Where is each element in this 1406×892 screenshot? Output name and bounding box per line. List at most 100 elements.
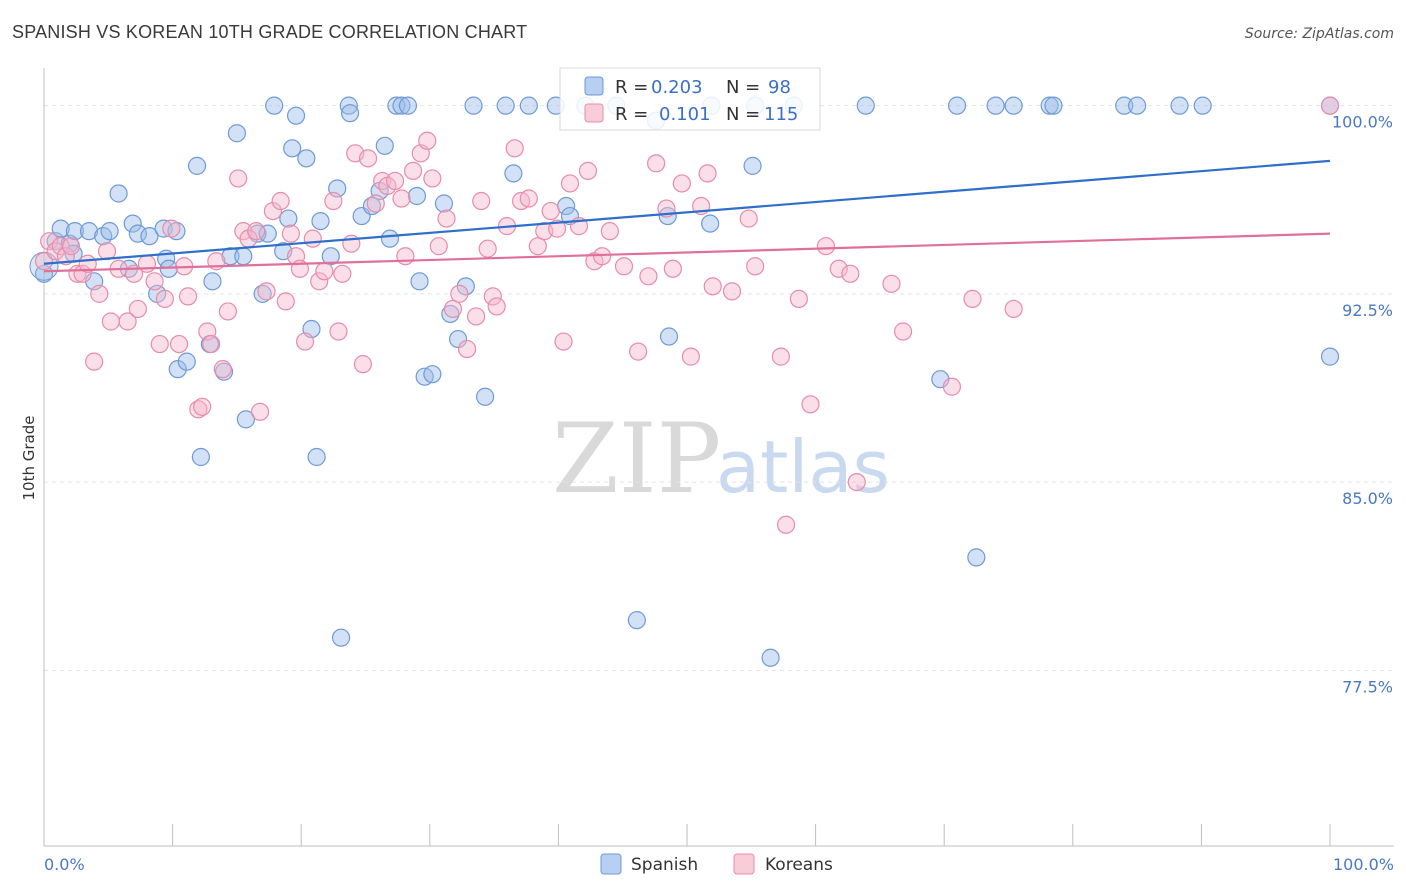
y-tick-label-0: 100.0% [1332, 113, 1393, 132]
point-koreans-107 [801, 395, 820, 414]
point-spanish-94 [1170, 96, 1189, 115]
point-spanish-28 [227, 124, 246, 143]
point-koreans-96 [672, 174, 691, 193]
point-spanish-39 [297, 149, 316, 168]
point-koreans-104 [771, 347, 790, 366]
point-koreans-72 [478, 239, 497, 258]
point-koreans-109 [829, 259, 848, 278]
point-koreans-47 [315, 262, 334, 281]
point-spanish-38 [286, 106, 306, 125]
point-spanish-87 [967, 548, 986, 567]
y-tick-label-1: 92.5% [1342, 301, 1393, 320]
stats-r-label-spanish: R = [615, 77, 648, 98]
point-koreans-63 [418, 131, 437, 150]
point-koreans-82 [548, 219, 567, 238]
point-koreans-18 [145, 272, 164, 291]
point-koreans-115 [963, 289, 982, 308]
point-koreans-86 [578, 161, 598, 180]
point-koreans-97 [681, 347, 700, 366]
point-spanish-21 [177, 352, 196, 371]
point-koreans-10 [90, 284, 109, 303]
point-spanish-93 [1127, 96, 1147, 115]
y-tick-label-2: 85.0% [1342, 489, 1393, 508]
point-koreans-36 [250, 402, 270, 421]
legend-swatch-spanish [600, 853, 622, 875]
point-koreans-20 [155, 289, 174, 308]
point-koreans-81 [541, 201, 560, 221]
point-koreans-67 [443, 299, 463, 319]
point-koreans-59 [392, 189, 411, 208]
point-koreans-22 [169, 334, 189, 354]
point-spanish-89 [1004, 96, 1023, 115]
point-koreans-101 [722, 282, 742, 301]
point-koreans-39 [271, 191, 290, 211]
point-spanish-46 [339, 96, 358, 115]
point-spanish-47 [340, 104, 360, 123]
point-spanish-54 [392, 96, 411, 115]
point-koreans-90 [614, 257, 634, 276]
stats-n-label-spanish: N = [726, 77, 760, 98]
point-spanish-96 [1320, 347, 1340, 366]
stats-n-value-spanish: 98 [768, 77, 791, 98]
point-spanish-63 [456, 277, 475, 296]
x-tick-label-min: 0.0% [44, 855, 85, 874]
point-koreans-116 [1004, 299, 1023, 319]
point-koreans-21 [162, 219, 181, 238]
point-koreans-38 [263, 201, 283, 221]
point-koreans-110 [841, 264, 860, 283]
watermark-zip: ZIP [552, 403, 721, 515]
point-spanish-45 [331, 628, 351, 647]
point-spanish-0 [34, 264, 54, 283]
point-koreans-48 [324, 191, 343, 211]
point-koreans-54 [358, 149, 378, 168]
point-koreans-105 [776, 515, 796, 534]
point-koreans-46 [310, 272, 329, 291]
point-spanish-41 [307, 447, 326, 467]
point-spanish-90 [1040, 96, 1059, 115]
gridlines [44, 105, 1394, 671]
point-spanish-60 [434, 194, 454, 213]
point-koreans-108 [816, 237, 835, 256]
point-koreans-61 [403, 161, 423, 180]
point-spanish-65 [475, 387, 495, 406]
stats-r-label-koreans: R = [615, 104, 648, 125]
point-koreans-71 [472, 191, 491, 211]
y-tick-labels: 100.0% 92.5% 85.0% 77.5% [1332, 113, 1393, 697]
point-koreans-78 [519, 189, 538, 208]
watermark-atlas: atlas [716, 425, 890, 509]
point-spanish-36 [279, 209, 298, 228]
point-spanish-5 [65, 222, 84, 241]
point-spanish-64 [464, 96, 483, 115]
point-koreans-58 [385, 171, 405, 191]
stats-n-label-koreans: N = [726, 104, 760, 125]
point-spanish-61 [441, 304, 460, 324]
point-koreans-0 [34, 252, 54, 271]
point-spanish-19 [167, 222, 186, 241]
point-spanish-80 [743, 156, 762, 175]
point-spanish-29 [234, 247, 253, 266]
chart-source: Source: ZipAtlas.com [1245, 26, 1394, 42]
legend-label-spanish: Spanish [631, 855, 698, 875]
stats-swatch-koreans [584, 103, 604, 123]
point-spanish-84 [856, 96, 875, 115]
point-koreans-70 [466, 307, 486, 326]
point-koreans-88 [593, 247, 612, 266]
point-spanish-55 [398, 96, 418, 115]
point-koreans-60 [396, 247, 415, 266]
point-koreans-35 [247, 222, 266, 241]
point-koreans-69 [457, 339, 477, 359]
point-spanish-6 [79, 222, 99, 241]
chart-title: SPANISH VS KOREAN 10TH GRADE CORRELATION… [12, 22, 527, 42]
point-koreans-93 [647, 154, 666, 173]
point-spanish-9 [100, 222, 119, 241]
point-spanish-68 [519, 96, 538, 115]
point-spanish-22 [187, 156, 207, 175]
point-spanish-76 [658, 206, 677, 226]
point-spanish-66 [496, 96, 515, 115]
point-koreans-37 [257, 282, 276, 301]
point-koreans-76 [505, 139, 524, 158]
point-spanish-23 [191, 447, 210, 467]
point-koreans-89 [600, 222, 619, 241]
point-koreans-5 [61, 237, 81, 256]
